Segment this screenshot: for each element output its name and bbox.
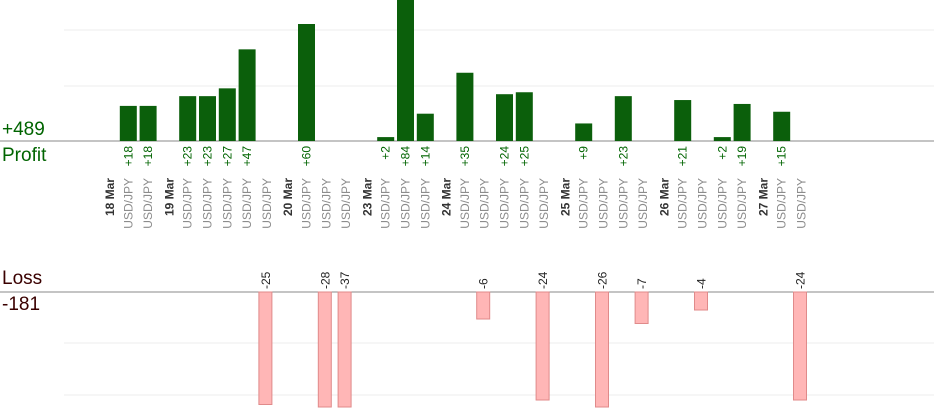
profit-bar <box>496 94 513 141</box>
profit-bar <box>238 49 256 141</box>
loss-value-label: -26 <box>596 271 610 289</box>
date-label: 23 Mar <box>360 178 374 216</box>
loss-bar <box>317 291 332 408</box>
symbol-label: USD/JPY <box>577 178 591 229</box>
symbol-label: USD/JPY <box>339 178 353 229</box>
profit-bar <box>119 105 137 141</box>
symbol-label: USD/JPY <box>121 178 135 229</box>
profit-bar <box>674 100 692 141</box>
symbol-label: USD/JPY <box>616 178 630 229</box>
symbol-label: USD/JPY <box>181 178 195 229</box>
profit-value-label: +15 <box>775 146 789 167</box>
profit-value-label: +84 <box>399 146 413 167</box>
profit-bar <box>773 111 791 141</box>
symbol-label: USD/JPY <box>517 178 531 229</box>
profit-bar <box>733 103 751 141</box>
symbol-label: USD/JPY <box>696 178 710 229</box>
symbol-label: USD/JPY <box>478 178 492 229</box>
profit-value-label: +23 <box>616 146 630 167</box>
date-label: 26 Mar <box>657 178 671 216</box>
profit-value-label: +18 <box>121 146 135 167</box>
symbol-label: USD/JPY <box>636 178 650 229</box>
profit-value-label: +23 <box>201 146 215 167</box>
loss-bar <box>595 291 609 408</box>
profit-bar <box>377 137 395 141</box>
symbol-label: USD/JPY <box>537 178 551 229</box>
profit-value-label: +18 <box>141 146 155 167</box>
loss-value-label: -24 <box>794 271 808 289</box>
profit-value-label: +35 <box>458 146 472 167</box>
profit-value-label: +25 <box>517 146 531 167</box>
symbol-label: USD/JPY <box>399 178 413 229</box>
loss-bar <box>476 291 491 320</box>
symbol-label: USD/JPY <box>597 178 611 229</box>
profit-value-label: +24 <box>498 146 512 167</box>
symbol-label: USD/JPY <box>141 178 155 229</box>
profit-value-label: +19 <box>735 146 749 167</box>
loss-label: Loss <box>2 268 43 289</box>
symbol-label: USD/JPY <box>498 178 512 229</box>
profit-bar <box>139 105 157 141</box>
profit-label: Profit <box>2 145 47 166</box>
profit-bar <box>179 96 197 141</box>
loss-value-label: -28 <box>318 271 332 289</box>
profit-bar <box>218 88 236 141</box>
symbol-label: USD/JPY <box>735 178 749 229</box>
loss-value-label: -6 <box>477 278 491 289</box>
loss-value-label: -25 <box>259 271 273 289</box>
loss-bar <box>535 291 550 401</box>
date-label: 25 Mar <box>558 178 572 216</box>
profit-value-label: +14 <box>418 146 432 167</box>
symbol-label: USD/JPY <box>300 178 314 229</box>
profit-bar <box>713 137 731 141</box>
symbol-label: USD/JPY <box>418 178 432 229</box>
profit-value-label: +2 <box>715 146 729 160</box>
loss-bar <box>258 291 273 405</box>
profit-bar <box>298 24 315 141</box>
symbol-label: USD/JPY <box>458 178 472 229</box>
profit-bar <box>456 72 474 141</box>
symbol-label: USD/JPY <box>715 178 729 229</box>
symbol-label: USD/JPY <box>775 178 789 229</box>
symbol-label: USD/JPY <box>260 178 274 229</box>
profit-value-label: +23 <box>181 146 195 167</box>
symbol-label: USD/JPY <box>795 178 809 229</box>
loss-bar <box>694 291 708 311</box>
profit-value-label: +9 <box>577 146 591 160</box>
loss-value-label: -24 <box>536 271 550 289</box>
loss-bar <box>337 291 352 408</box>
loss-total: -181 <box>2 294 41 315</box>
profit-value-label: +21 <box>676 146 690 167</box>
symbol-label: USD/JPY <box>220 178 234 229</box>
profit-bar <box>397 0 414 141</box>
loss-value-label: -4 <box>695 278 709 289</box>
date-label: 24 Mar <box>440 178 454 216</box>
profit-total: +489 <box>2 119 45 140</box>
loss-value-label: -7 <box>635 278 649 289</box>
date-label: 18 Mar <box>103 178 117 216</box>
profit-bar <box>416 113 434 141</box>
profit-value-label: +60 <box>300 146 314 167</box>
profit-value-label: +2 <box>379 146 393 160</box>
profit-bar <box>614 96 632 141</box>
symbol-label: USD/JPY <box>676 178 690 229</box>
date-label: 27 Mar <box>756 178 770 216</box>
symbol-label: USD/JPY <box>240 178 254 229</box>
profit-bar <box>515 92 533 141</box>
symbol-label: USD/JPY <box>201 178 215 229</box>
profit-bar <box>199 96 216 141</box>
symbol-label: USD/JPY <box>319 178 333 229</box>
loss-bar <box>793 291 807 401</box>
date-label: 19 Mar <box>162 178 176 216</box>
loss-value-label: -37 <box>338 271 352 289</box>
profit-value-label: +47 <box>240 146 254 167</box>
profit-bar <box>575 123 593 141</box>
date-label: 20 Mar <box>281 178 295 216</box>
symbol-label: USD/JPY <box>379 178 393 229</box>
profit-value-label: +27 <box>220 146 234 167</box>
loss-bar <box>634 291 649 324</box>
